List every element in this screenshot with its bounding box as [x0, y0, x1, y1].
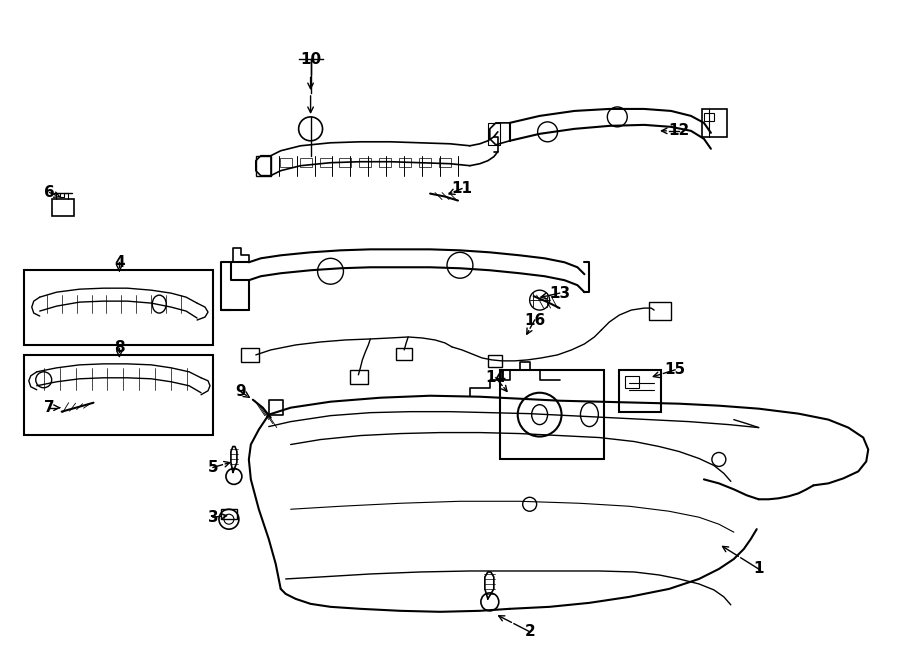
Bar	[626, 376, 639, 388]
Bar	[500, 370, 604, 459]
Bar	[350, 370, 368, 384]
Bar	[241, 348, 259, 362]
Text: 14: 14	[485, 370, 507, 385]
Text: 6: 6	[44, 185, 55, 200]
Text: 4: 4	[114, 254, 125, 270]
Bar	[320, 158, 331, 167]
Bar	[256, 156, 271, 176]
Bar	[649, 302, 671, 320]
Bar	[51, 198, 74, 217]
Bar	[488, 123, 500, 145]
Bar	[280, 158, 292, 167]
Bar	[300, 158, 311, 167]
Bar	[419, 158, 431, 167]
Text: 15: 15	[664, 362, 686, 377]
Text: 11: 11	[452, 181, 472, 196]
Bar	[619, 370, 662, 412]
Bar	[359, 158, 372, 167]
Text: 13: 13	[549, 286, 570, 301]
Text: 8: 8	[114, 340, 125, 356]
Bar	[400, 158, 411, 167]
Bar	[439, 158, 451, 167]
Bar	[704, 113, 714, 121]
Text: 5: 5	[208, 460, 219, 475]
Bar	[23, 355, 213, 434]
Bar	[379, 158, 392, 167]
Bar	[339, 158, 351, 167]
Bar	[702, 109, 727, 137]
Text: 16: 16	[524, 313, 545, 328]
Bar	[488, 355, 502, 367]
Text: 7: 7	[44, 400, 55, 415]
Bar	[221, 509, 237, 519]
Bar	[23, 270, 213, 345]
Text: 9: 9	[236, 384, 247, 399]
Text: 3: 3	[208, 510, 219, 525]
Text: 2: 2	[525, 624, 535, 639]
Text: 1: 1	[753, 561, 764, 576]
Text: 12: 12	[669, 124, 689, 138]
Bar	[396, 348, 412, 360]
Text: 10: 10	[300, 52, 321, 67]
